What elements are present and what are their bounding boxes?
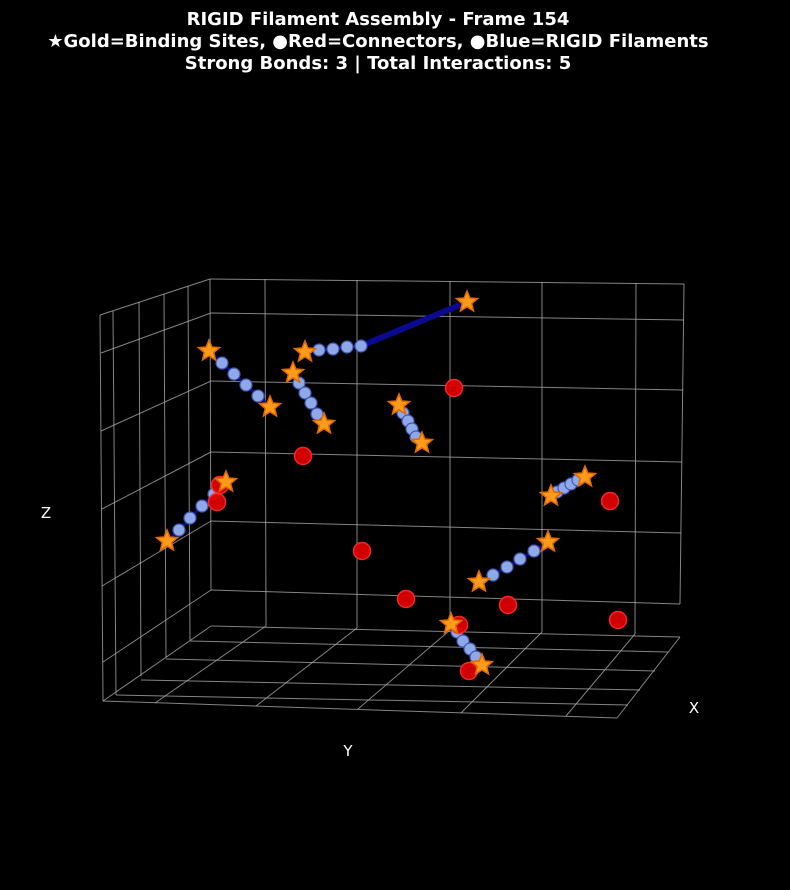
filament-5-binding-site-2: [213, 469, 239, 493]
filament-6-binding-site-1: [466, 569, 492, 593]
filament-1-binding-site-1: [196, 338, 222, 362]
filament-1-binding-site-2: [257, 394, 283, 418]
grid-lines: [99, 278, 685, 719]
filament-5-binding-site-1: [154, 528, 180, 552]
filament-6-bead-2: [500, 560, 514, 574]
filament-1-bead-1: [215, 356, 229, 370]
filament-2-bead-4: [354, 339, 368, 353]
filament-8-binding-site-2: [469, 652, 495, 676]
connector-point-5: [352, 541, 372, 561]
filament-6-binding-site-2: [535, 529, 561, 553]
z-axis-label: Z: [41, 504, 51, 522]
connector-point-6: [396, 589, 416, 609]
filament-2-bead-3: [340, 340, 354, 354]
x-axis-label: X: [689, 699, 699, 717]
filament-5-bead-3: [195, 499, 209, 513]
filament-3-bead-2: [298, 386, 312, 400]
filament-3-binding-site-2: [311, 411, 337, 435]
filament-5-bead-1: [172, 523, 186, 537]
filament-1-bead-2: [227, 367, 241, 381]
filament-7-binding-site-1: [538, 483, 564, 507]
chart-legend-subtitle: ★Gold=Binding Sites, ●Red=Connectors, ●B…: [47, 31, 708, 52]
chart-stats-subtitle: Strong Bonds: 3 | Total Interactions: 5: [185, 53, 572, 74]
chart-title: RIGID Filament Assembly - Frame 154: [187, 9, 570, 30]
connector-point-9: [608, 610, 628, 630]
filament-1-bead-3: [239, 378, 253, 392]
connector-point-4: [207, 492, 227, 512]
filament-5-bead-2: [183, 511, 197, 525]
y-axis-label: Y: [342, 742, 353, 760]
filament-6-bead-4: [527, 544, 541, 558]
connector-point-8: [600, 491, 620, 511]
filament-1-bead-4: [251, 389, 265, 403]
connector-point-2: [293, 446, 313, 466]
filament-3-binding-site-1: [280, 360, 306, 384]
filament-2-binding-site-2: [454, 289, 480, 313]
plot-marks: [154, 289, 628, 681]
filament-4-binding-site-1: [386, 392, 412, 416]
connector-point-1: [444, 378, 464, 398]
filament-2-bead-2: [326, 342, 340, 356]
filament-8-binding-site-1: [438, 611, 464, 635]
filament-3-bead-3: [304, 396, 318, 410]
connector-point-7: [498, 595, 518, 615]
filament-4-binding-site-2: [409, 430, 435, 454]
filament-7-binding-site-2: [572, 464, 598, 488]
filament-2-binding-site-1: [292, 339, 318, 363]
strong-bond-line-1: [358, 299, 470, 349]
filament-6-bead-3: [513, 552, 527, 566]
